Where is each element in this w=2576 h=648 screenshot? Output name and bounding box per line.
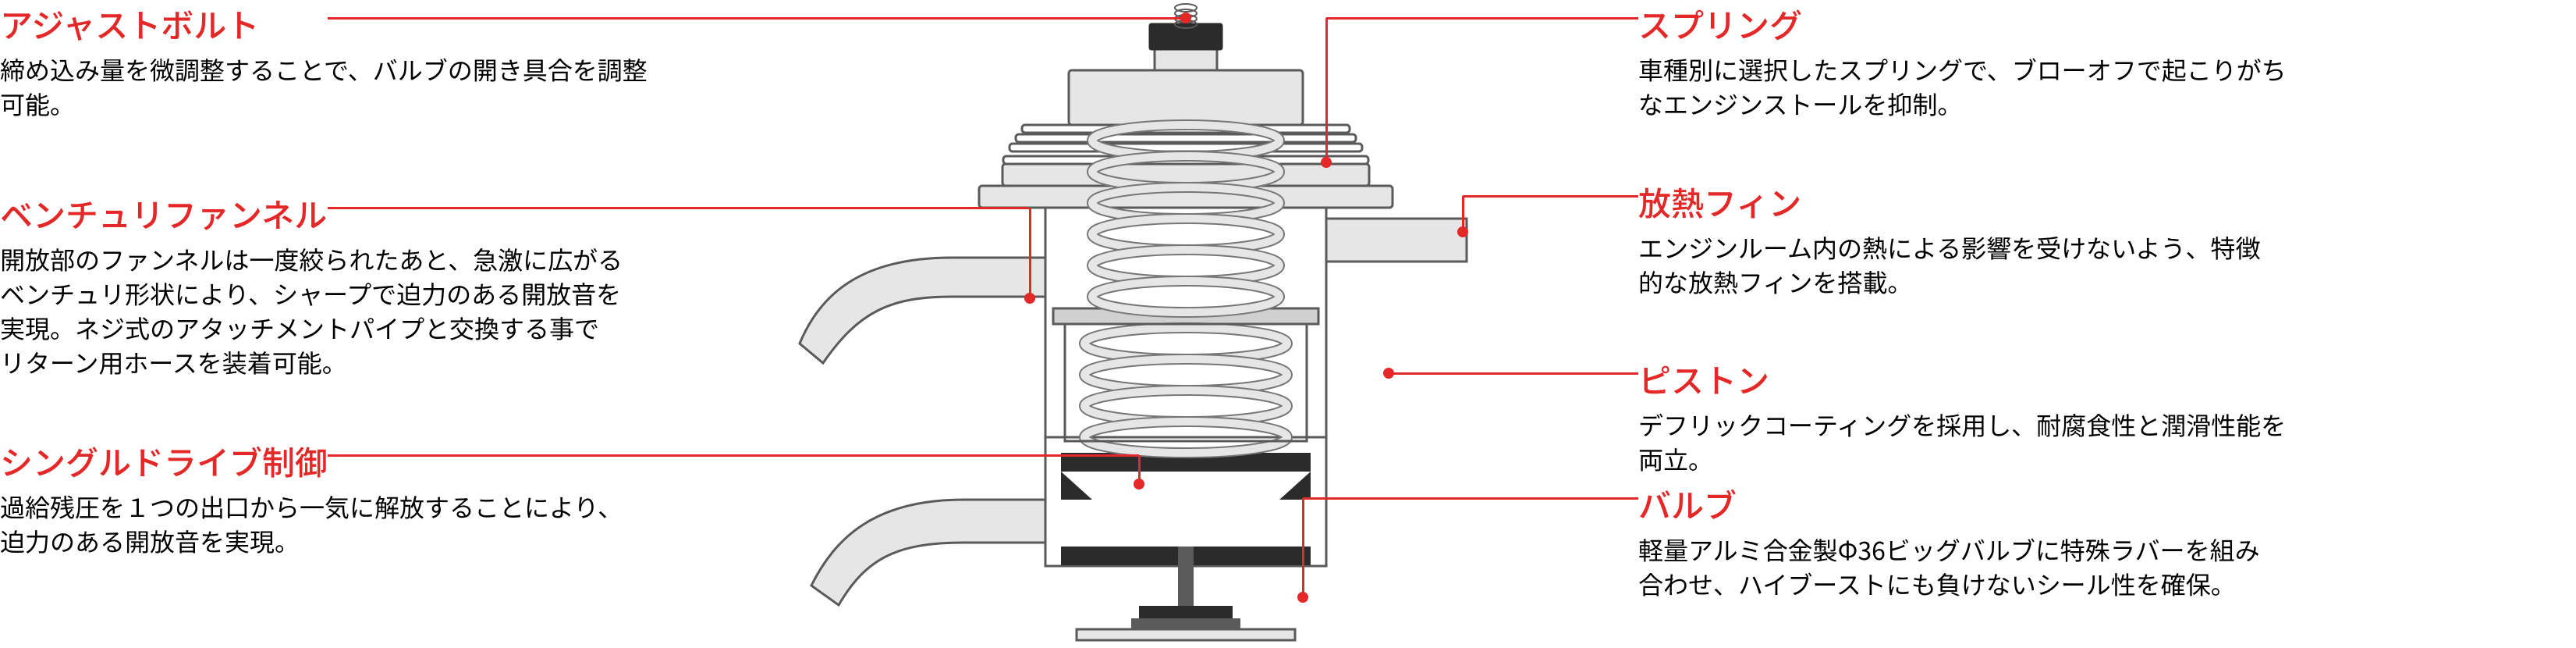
- callout-title: 放熱フィン: [1638, 178, 2364, 226]
- callout-venturi: ベンチュリファンネル開放部のファンネルは一度絞られたあと、急激に広がる ベンチュ…: [0, 190, 726, 379]
- callout-fin: 放熱フィンエンジンルーム内の熱による影響を受けないよう、特徴 的な放熱フィンを搭…: [1638, 178, 2364, 299]
- callout-body: 締め込み量を微調整することで、バルブの開き具合を調整 可能。: [0, 52, 726, 121]
- leader-dot: [1024, 293, 1035, 304]
- callout-body: デフリックコーティングを採用し、耐腐食性と潤滑性能を 両立。: [1638, 408, 2364, 476]
- callout-spring: スプリング車種別に選択したスプリングで、ブローオフで起こりがち なエンジンストー…: [1638, 0, 2364, 121]
- callout-title: アジャストボルト: [0, 0, 726, 48]
- callout-title: ベンチュリファンネル: [0, 190, 726, 237]
- callout-title: バルブ: [1638, 480, 2364, 528]
- leader-dot: [1297, 592, 1308, 603]
- leader-dot: [1180, 12, 1191, 23]
- leader-dot: [1134, 479, 1144, 490]
- leader-dot: [1457, 226, 1468, 237]
- callout-title: スプリング: [1638, 0, 2364, 48]
- callout-body: 過給残圧を１つの出口から一気に解放することにより、 迫力のある開放音を実現。: [0, 490, 726, 558]
- callout-body: 軽量アルミ合金製Φ36ビッグバルブに特殊ラバーを組み 合わせ、ハイブーストにも負…: [1638, 532, 2364, 601]
- callout-title: シングルドライブ制御: [0, 437, 726, 485]
- leader-dot: [1321, 157, 1332, 168]
- cross-section-diagram: [765, 0, 1607, 648]
- leader-dot: [1383, 368, 1394, 379]
- callout-body: エンジンルーム内の熱による影響を受けないよう、特徴 的な放熱フィンを搭載。: [1638, 230, 2364, 299]
- diagram-svg: [765, 0, 1607, 648]
- callout-body: 開放部のファンネルは一度絞られたあと、急激に広がる ベンチュリ形状により、シャー…: [0, 242, 726, 379]
- callout-valve: バルブ軽量アルミ合金製Φ36ビッグバルブに特殊ラバーを組み 合わせ、ハイブースト…: [1638, 480, 2364, 601]
- callout-body: 車種別に選択したスプリングで、ブローオフで起こりがち なエンジンストールを抑制。: [1638, 52, 2364, 121]
- callout-title: ピストン: [1638, 355, 2364, 403]
- callout-piston: ピストンデフリックコーティングを採用し、耐腐食性と潤滑性能を 両立。: [1638, 355, 2364, 476]
